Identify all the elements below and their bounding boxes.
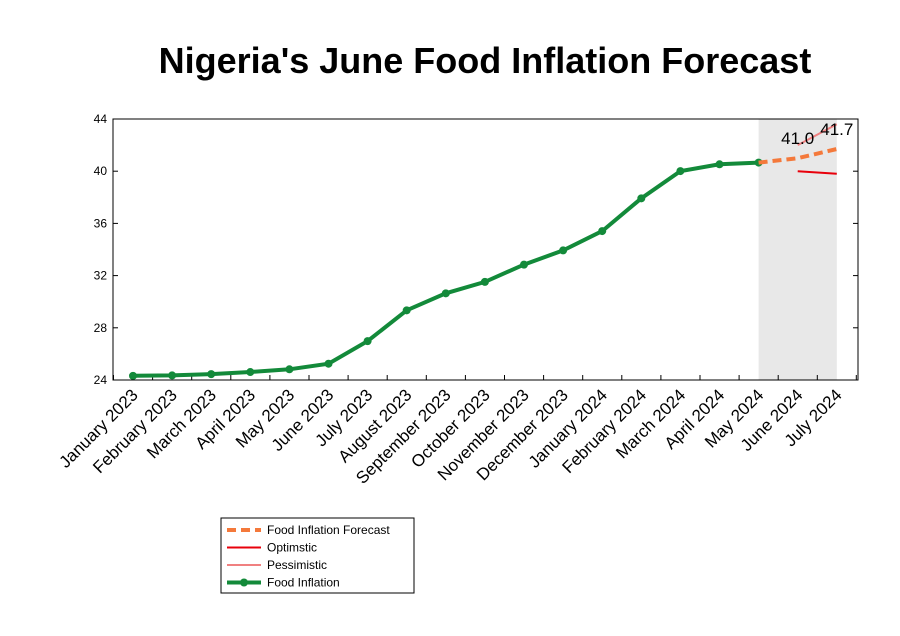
food-inflation-point xyxy=(324,359,333,368)
series-layer xyxy=(129,123,838,380)
forecast-region xyxy=(758,119,837,380)
food-inflation-point xyxy=(480,277,489,286)
legend-label-optimstic: Optimstic xyxy=(267,541,317,555)
legend-label-food-inflation: Food Inflation xyxy=(267,576,340,590)
food-inflation-point xyxy=(129,371,137,380)
y-tick-label: 24 xyxy=(94,373,108,387)
food-inflation-point xyxy=(598,227,607,236)
legend-label-pessimistic: Pessimistic xyxy=(267,558,327,572)
legend-box xyxy=(220,517,415,594)
y-tick-label: 28 xyxy=(94,321,108,335)
food-inflation-point xyxy=(520,260,528,269)
food-inflation-point xyxy=(402,306,411,315)
data-label: 41.0 xyxy=(781,129,814,148)
food-inflation-point xyxy=(559,246,568,255)
pessimistic-line xyxy=(797,123,838,146)
y-tick-label: 32 xyxy=(94,269,108,283)
legend-label-food-inflation-forecast: Food Inflation Forecast xyxy=(267,523,390,537)
y-tick-label: 44 xyxy=(94,112,108,126)
food-inflation-point xyxy=(207,370,216,379)
food-inflation-point xyxy=(637,194,646,203)
food-inflation-line xyxy=(132,160,759,378)
y-tick-label: 36 xyxy=(94,216,108,230)
legend: Food Inflation Forecast Optimstic Pessimis… xyxy=(220,517,415,594)
plot-frame xyxy=(112,118,859,381)
legend-marker-food-inflation xyxy=(240,578,248,587)
food-inflation-point xyxy=(168,371,177,380)
optimstic-line xyxy=(797,170,837,175)
food-inflation-point xyxy=(363,337,372,346)
chart-title: Nigeria's June Food Inflation Forecast xyxy=(158,40,812,81)
y-tick-label: 40 xyxy=(94,164,108,178)
data-label: 41.7 xyxy=(820,120,853,139)
food-inflation-point xyxy=(715,160,724,169)
data-labels: 41.0 41.7 xyxy=(781,120,853,148)
food-inflation-point xyxy=(285,365,294,374)
y-axis: 24 28 32 36 40 44 xyxy=(94,112,858,387)
food-inflation-point xyxy=(676,167,685,176)
food-inflation-point xyxy=(441,289,450,298)
food-inflation-point xyxy=(246,368,255,377)
